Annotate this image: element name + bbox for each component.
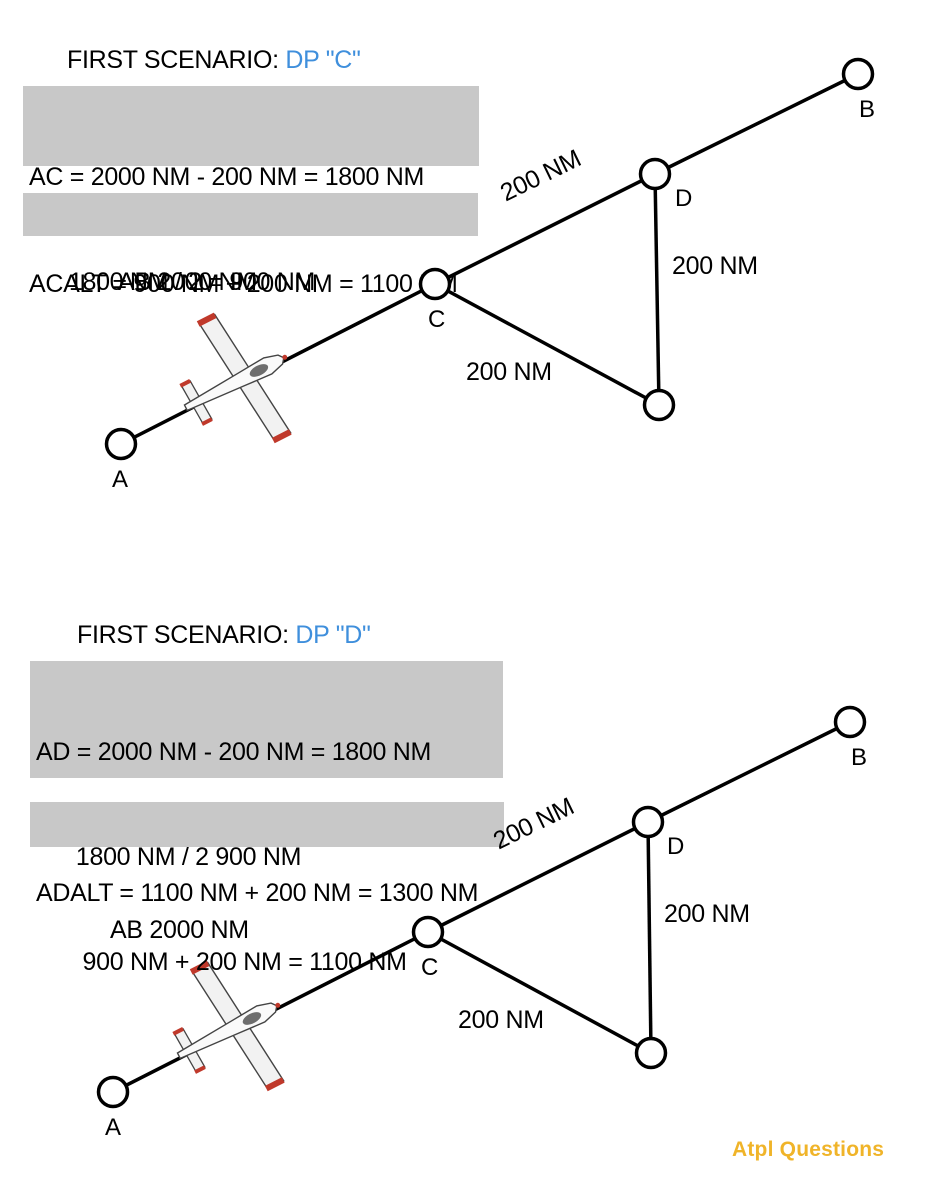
scenario1-node-low (642, 388, 676, 422)
scenario2-edge-c-label: 200 NM (458, 1006, 544, 1034)
scenario2-route-label: AB 2000 NM (110, 916, 249, 944)
scenario1-node-a (104, 427, 138, 461)
scenario1-title: FIRST SCENARIO: DP "C" (67, 46, 361, 75)
scenario2-edge-db (647, 720, 851, 824)
scenario2-node-d-label: D (667, 833, 685, 860)
scenario1-edge-db (654, 72, 859, 176)
brand-logo: Atpl Questions (732, 1138, 885, 1161)
scenario1-title-dp: DP "C" (285, 46, 361, 74)
scenario2-title-prefix: FIRST SCENARIO: (77, 621, 296, 649)
scenario1-edge-d-label: 200 NM (672, 252, 758, 280)
scenario2-edge-d-low (646, 821, 653, 1054)
scenario1-edge-c-low (434, 282, 660, 407)
scenario2-edge-d-label: 200 NM (664, 900, 750, 928)
scenario1-node-c (418, 267, 452, 301)
scenario1-title-prefix: FIRST SCENARIO: (67, 46, 286, 74)
scenario2-edge-c-low (427, 930, 652, 1055)
scenario2-node-b (833, 705, 867, 739)
scenario2-node-low (634, 1036, 668, 1070)
scenario2-calc-line1: AD = 2000 NM - 200 NM = 1800 NM (36, 738, 432, 766)
scenario2-title-dp: DP "D" (295, 621, 371, 649)
scenario1-network (104, 57, 875, 473)
scenario2-node-d (631, 805, 665, 839)
scenario2-edge-cd (427, 820, 649, 934)
scenario2-node-c-label: C (421, 954, 439, 981)
scenario1-edge-d-low (653, 173, 661, 406)
scenario1-edge-cd (434, 172, 656, 286)
scenario2-calc-box: AD = 2000 NM - 200 NM = 1800 NM 1800 NM … (30, 661, 503, 976)
scenario1-alt-box: ACALT = 900 NM + 200 NM = 1100 NM (23, 193, 478, 298)
scenario1-edge-c-label: 200 NM (466, 358, 552, 386)
scenario1-node-a-label: A (112, 466, 129, 493)
scenario2-alt-line: ADALT = 1100 NM + 200 NM = 1300 NM (36, 879, 479, 907)
scenario2-node-a (96, 1075, 130, 1109)
scenario1-calc-line1: AC = 2000 NM - 200 NM = 1800 NM (29, 163, 425, 191)
scenario2-calc-line2: 1800 NM / 2 900 NM (36, 843, 302, 871)
scenario2-title: FIRST SCENARIO: DP "D" (77, 621, 371, 650)
airplane-icon (152, 291, 321, 473)
scenario1-node-d (638, 157, 672, 191)
scenario2-node-c (411, 915, 445, 949)
scenario1-calc-line2: 1800 NM / 2 = 900 NM (29, 268, 316, 296)
scenario2-node-a-label: A (105, 1114, 122, 1141)
scenario2-calc-line3: 900 NM + 200 NM = 1100 NM (36, 948, 407, 976)
scenario1-calc-box: AC = 2000 NM - 200 NM = 1800 NM 1800 NM … (23, 86, 479, 296)
scenario1-node-c-label: C (428, 306, 446, 333)
scenario2-network (96, 705, 867, 1121)
scenario1-node-b-label: B (859, 96, 876, 123)
scenario1-route-label: AB 2000 NM (118, 268, 257, 296)
scenario1-node-d-label: D (675, 185, 693, 212)
scenario2-node-b-label: B (851, 744, 868, 771)
scenario1-node-b (841, 57, 875, 91)
scenario2-alt-box: ADALT = 1100 NM + 200 NM = 1300 NM (30, 802, 504, 907)
